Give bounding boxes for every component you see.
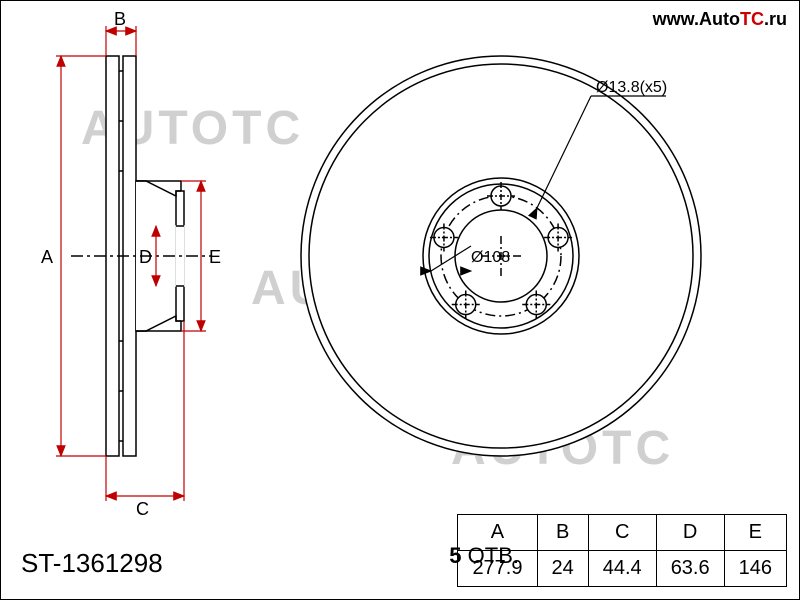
table-row: 277.9 24 44.4 63.6 146 (458, 551, 787, 587)
source-url: www.AutoTC.ru (653, 9, 787, 30)
col-header: A (458, 515, 537, 551)
dim-e: E (209, 247, 221, 268)
url-text: .ru (764, 9, 787, 29)
dim-c: C (136, 499, 149, 520)
col-header: E (724, 515, 786, 551)
col-header: B (537, 515, 588, 551)
cell: 24 (537, 551, 588, 587)
col-header: C (588, 515, 656, 551)
dim-b: B (114, 9, 126, 30)
dimensions-table: A B C D E 277.9 24 44.4 63.6 146 (457, 514, 787, 587)
technical-drawing (1, 1, 800, 601)
table-row: A B C D E (458, 515, 787, 551)
drawing-frame: AUTOTC AUTOTC AUTOTC www.AutoTC.ru (0, 0, 800, 600)
cell: 277.9 (458, 551, 537, 587)
part-number: ST-1361298 (21, 548, 163, 579)
cell: 146 (724, 551, 786, 587)
col-header: D (656, 515, 724, 551)
url-text: www.Auto (653, 9, 740, 29)
dim-d: D (139, 247, 152, 268)
center-bore-callout: Ø108 (471, 249, 510, 267)
bolt-hole-callout: Ø13.8(x5) (596, 79, 667, 97)
dim-a: A (41, 247, 53, 268)
url-text: TC (740, 9, 764, 29)
cell: 63.6 (656, 551, 724, 587)
cell: 44.4 (588, 551, 656, 587)
